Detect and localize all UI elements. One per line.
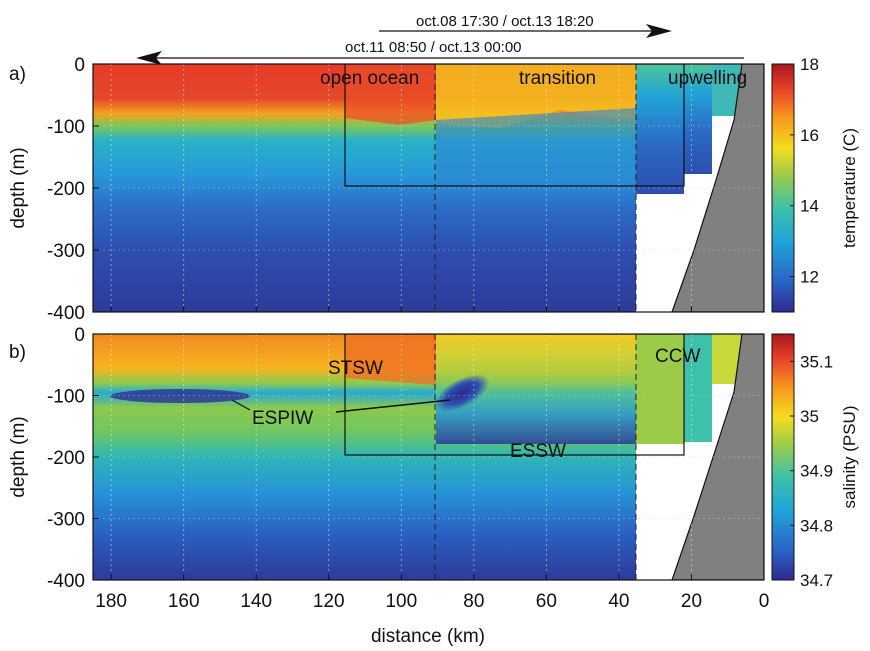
colorbar-salinity-ticks: 34.7 34.8 34.9 35 35.1	[790, 352, 833, 590]
arrow-right-head	[646, 24, 672, 38]
x-tick-label-4: 100	[385, 591, 417, 612]
colorbar-temperature-bar	[771, 63, 795, 313]
colorbar-temperature: 12 14 16 18 temperature (C)	[771, 55, 859, 313]
espiw-core	[434, 374, 490, 412]
region-label-open-ocean: open ocean	[320, 68, 419, 89]
espiw-pointer-left	[231, 399, 251, 411]
water-mass-espiw: ESPIW	[252, 408, 313, 429]
x-tick-label-9: 0	[759, 591, 770, 612]
arrow-left-head	[136, 51, 162, 65]
time-arrows: oct.08 17:30 / oct.13 18:20 oct.11 08:50…	[136, 13, 744, 65]
arrow-left-label: oct.11 08:50 / oct.13 00:00	[345, 39, 522, 56]
colorbar-tick-label-b-4: 35.1	[800, 352, 833, 371]
y-tick-label-b-0: 0	[74, 325, 85, 346]
y-tick-label-b-4: -400	[47, 571, 85, 592]
x-tick-label-3: 120	[313, 591, 345, 612]
x-tick-label-2: 140	[240, 591, 272, 612]
colorbar-tick-label-a-2: 16	[800, 126, 819, 145]
colorbar-temperature-ticks: 12 14 16 18	[790, 55, 819, 287]
panel-b: 0 -100 -200 -300 -400 180 160 140 120 100 80 60 40 2…	[8, 325, 769, 647]
region-label-transition: transition	[519, 68, 596, 89]
grid-b	[93, 334, 764, 580]
y-tick-label-a-2: -200	[47, 179, 85, 200]
water-mass-ccw: CCW	[655, 346, 700, 367]
y-tick-label-a-1: -100	[47, 117, 85, 138]
region-box-a	[344, 64, 685, 187]
y-tick-label-a-4: -400	[47, 303, 85, 324]
colorbar-tick-label-a-3: 18	[800, 55, 819, 74]
x-tick-label-8: 20	[681, 591, 702, 612]
y-tick-label-b-2: -200	[47, 448, 85, 469]
water-mass-stsw: STSW	[328, 358, 383, 379]
y-tick-label-b-3: -300	[47, 510, 85, 531]
colorbar-tick-label-b-2: 34.9	[800, 462, 833, 481]
panel-label-b: b)	[9, 342, 26, 363]
x-tick-label-5: 80	[463, 591, 484, 612]
colorbar-tick-label-a-0: 12	[800, 268, 819, 287]
y-ticks-b: 0 -100 -200 -300 -400	[47, 325, 99, 592]
espiw-pointer-right	[335, 399, 451, 413]
colorbar-tick-label-b-1: 34.8	[800, 516, 833, 535]
colorbar-salinity-bar	[771, 333, 795, 581]
x-axis-label: distance (km)	[371, 626, 485, 647]
x-tick-label-0: 180	[95, 591, 127, 612]
salinity-upwelling-zone	[636, 334, 684, 444]
x-tick-label-1: 160	[168, 591, 200, 612]
y-axis-label-b: depth (m)	[8, 416, 29, 497]
y-tick-label-b-1: -100	[47, 387, 85, 408]
colorbar-salinity: 34.7 34.8 34.9 35 35.1 salinity (PSU)	[771, 333, 859, 590]
x-tick-label-7: 40	[608, 591, 629, 612]
y-tick-label-a-3: -300	[47, 241, 85, 262]
panel-a: 0 -100 -200 -300 -400 a) depth (m) open ocea…	[8, 55, 765, 324]
arrow-right-label: oct.08 17:30 / oct.13 18:20	[416, 13, 594, 30]
salinity-transition-layer	[436, 334, 684, 444]
colorbar-temperature-label: temperature (C)	[840, 128, 859, 248]
panel-label-a: a)	[9, 64, 26, 85]
y-ticks-a: 0 -100 -200 -300 -400	[47, 55, 765, 324]
temperature-upwelling-zone	[636, 64, 684, 194]
x-ticks: 180 160 140 120 100 80 60 40 20 0	[95, 574, 769, 612]
colorbar-tick-label-b-0: 34.7	[800, 571, 833, 590]
region-box-b	[344, 334, 685, 456]
region-label-upwelling: upwelling	[668, 68, 747, 89]
y-tick-label-a-0: 0	[74, 55, 85, 76]
grid-a	[93, 64, 764, 312]
x-tick-label-6: 60	[536, 591, 557, 612]
y-axis-label-a: depth (m)	[8, 147, 29, 228]
colorbar-tick-label-b-3: 35	[800, 407, 819, 426]
water-mass-essw: ESSW	[510, 441, 566, 462]
espiw-core-offshore	[110, 389, 250, 403]
colorbar-salinity-label: salinity (PSU)	[840, 406, 859, 509]
colorbar-tick-label-a-1: 14	[800, 197, 819, 216]
